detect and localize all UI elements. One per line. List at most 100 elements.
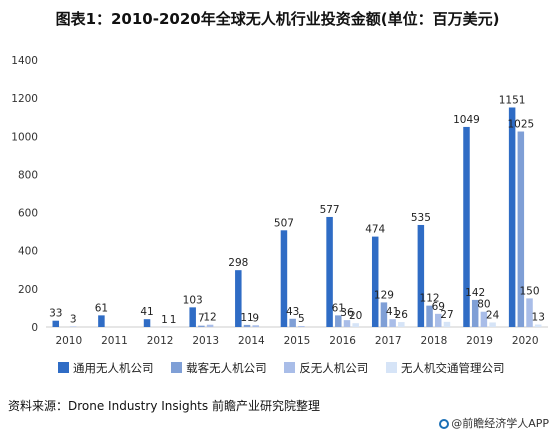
y-tick-label: 400 xyxy=(18,246,38,258)
y-tick-label: 800 xyxy=(18,169,38,181)
data-label: 7 xyxy=(198,313,205,325)
data-label: 1 xyxy=(161,314,168,326)
bar-1 xyxy=(335,315,342,327)
legend-label-0: 通用无人机公司 xyxy=(73,361,154,375)
bar-2 xyxy=(526,298,533,327)
legend-label-2: 反无人机公司 xyxy=(299,361,369,375)
data-label: 61 xyxy=(95,302,108,314)
legend-label-1: 载客无人机公司 xyxy=(186,361,267,375)
bar-0 xyxy=(417,224,425,327)
data-label: 1151 xyxy=(499,94,526,106)
x-tick-label: 2016 xyxy=(329,335,356,347)
bar-2 xyxy=(389,319,396,327)
legend-item-0: 通用无人机公司 xyxy=(58,360,154,376)
data-label: 1 xyxy=(170,314,177,326)
data-label: 61 xyxy=(332,302,345,314)
data-label: 103 xyxy=(183,294,203,306)
x-tick-label: 2012 xyxy=(147,335,174,347)
bar-0 xyxy=(371,236,379,327)
bar-0 xyxy=(508,107,516,327)
y-tick-label: 600 xyxy=(18,208,38,220)
data-label: 150 xyxy=(520,285,540,297)
x-tick-label: 2010 xyxy=(55,335,82,347)
chart-title: 图表1：2010-2020年全球无人机行业投资金额(单位：百万美元) xyxy=(55,10,500,28)
data-label: 24 xyxy=(486,309,500,321)
data-label: 69 xyxy=(432,301,445,313)
data-label: 535 xyxy=(411,212,431,224)
bar-3 xyxy=(489,322,496,327)
bar-3 xyxy=(398,322,405,327)
data-label: 5 xyxy=(298,313,305,325)
bar-0 xyxy=(235,270,242,327)
x-tick-label: 2017 xyxy=(375,335,402,347)
data-label: 41 xyxy=(386,306,399,318)
x-tick-label: 2020 xyxy=(512,335,539,347)
bar-0 xyxy=(280,230,288,327)
bar-2 xyxy=(298,326,305,327)
bar-1 xyxy=(198,325,205,327)
data-label: 26 xyxy=(395,309,409,321)
brand-watermark: @前瞻经济学人APP xyxy=(439,415,549,431)
bar-1 xyxy=(380,302,388,327)
source-note: 资料来源：Drone Industry Insights 前瞻产业研究院整理 xyxy=(8,399,320,413)
data-label: 41 xyxy=(140,306,153,318)
data-label: 507 xyxy=(274,217,294,229)
data-label: 142 xyxy=(465,287,485,299)
bar-2 xyxy=(343,320,351,327)
bar-1 xyxy=(517,131,525,327)
x-tick-label: 2019 xyxy=(466,335,493,347)
legend-swatch-2 xyxy=(284,362,296,373)
data-label: 1049 xyxy=(453,114,480,126)
legend-item-2: 反无人机公司 xyxy=(284,360,368,376)
bar-0 xyxy=(98,315,105,327)
bar-2 xyxy=(480,311,488,327)
legend-swatch-1 xyxy=(171,362,183,373)
brand-logo-icon xyxy=(439,419,450,429)
x-tick-label: 2013 xyxy=(192,335,219,347)
y-tick-label: 1200 xyxy=(11,93,38,105)
x-tick-label: 2015 xyxy=(284,335,311,347)
brand-text: @前瞻经济学人APP xyxy=(451,417,549,430)
data-label: 3 xyxy=(70,313,77,325)
data-label: 27 xyxy=(440,309,453,321)
data-label: 36 xyxy=(340,307,354,319)
bar-0 xyxy=(326,216,333,327)
bar-0 xyxy=(189,307,196,327)
bar-1 xyxy=(471,299,479,327)
y-tick-label: 1000 xyxy=(11,131,38,143)
data-label: 20 xyxy=(349,310,362,322)
legend-item-1: 载客无人机公司 xyxy=(171,360,267,376)
bar-0 xyxy=(463,126,470,328)
data-label: 474 xyxy=(365,224,385,236)
bar-3 xyxy=(352,323,359,327)
bar-2 xyxy=(69,326,77,327)
bar-2 xyxy=(435,313,442,327)
data-label: 298 xyxy=(228,257,248,269)
bar-0 xyxy=(143,319,151,327)
y-tick-label: 1400 xyxy=(11,55,38,67)
x-tick-label: 2018 xyxy=(421,335,448,347)
data-label: 1025 xyxy=(507,119,534,131)
bar-0 xyxy=(52,320,60,327)
bar-2 xyxy=(206,324,214,327)
legend-label-3: 无人机交通管理公司 xyxy=(400,361,505,375)
data-label: 112 xyxy=(420,293,440,305)
data-label: 13 xyxy=(532,312,545,324)
bar-2 xyxy=(252,325,259,327)
data-label: 12 xyxy=(203,312,216,324)
bar-1 xyxy=(426,305,433,327)
data-label: 9 xyxy=(252,312,259,324)
bar-3 xyxy=(534,324,542,327)
data-label: 11 xyxy=(240,312,253,324)
data-label: 33 xyxy=(49,308,62,320)
x-tick-label: 2011 xyxy=(101,335,128,347)
data-label: 129 xyxy=(374,289,394,301)
legend-swatch-0 xyxy=(58,362,69,373)
legend-swatch-3 xyxy=(385,362,397,373)
data-label: 80 xyxy=(477,299,490,311)
data-label: 577 xyxy=(320,204,340,216)
data-label: 43 xyxy=(286,306,299,318)
y-tick-label: 200 xyxy=(18,284,38,296)
x-tick-label: 2014 xyxy=(238,335,265,347)
